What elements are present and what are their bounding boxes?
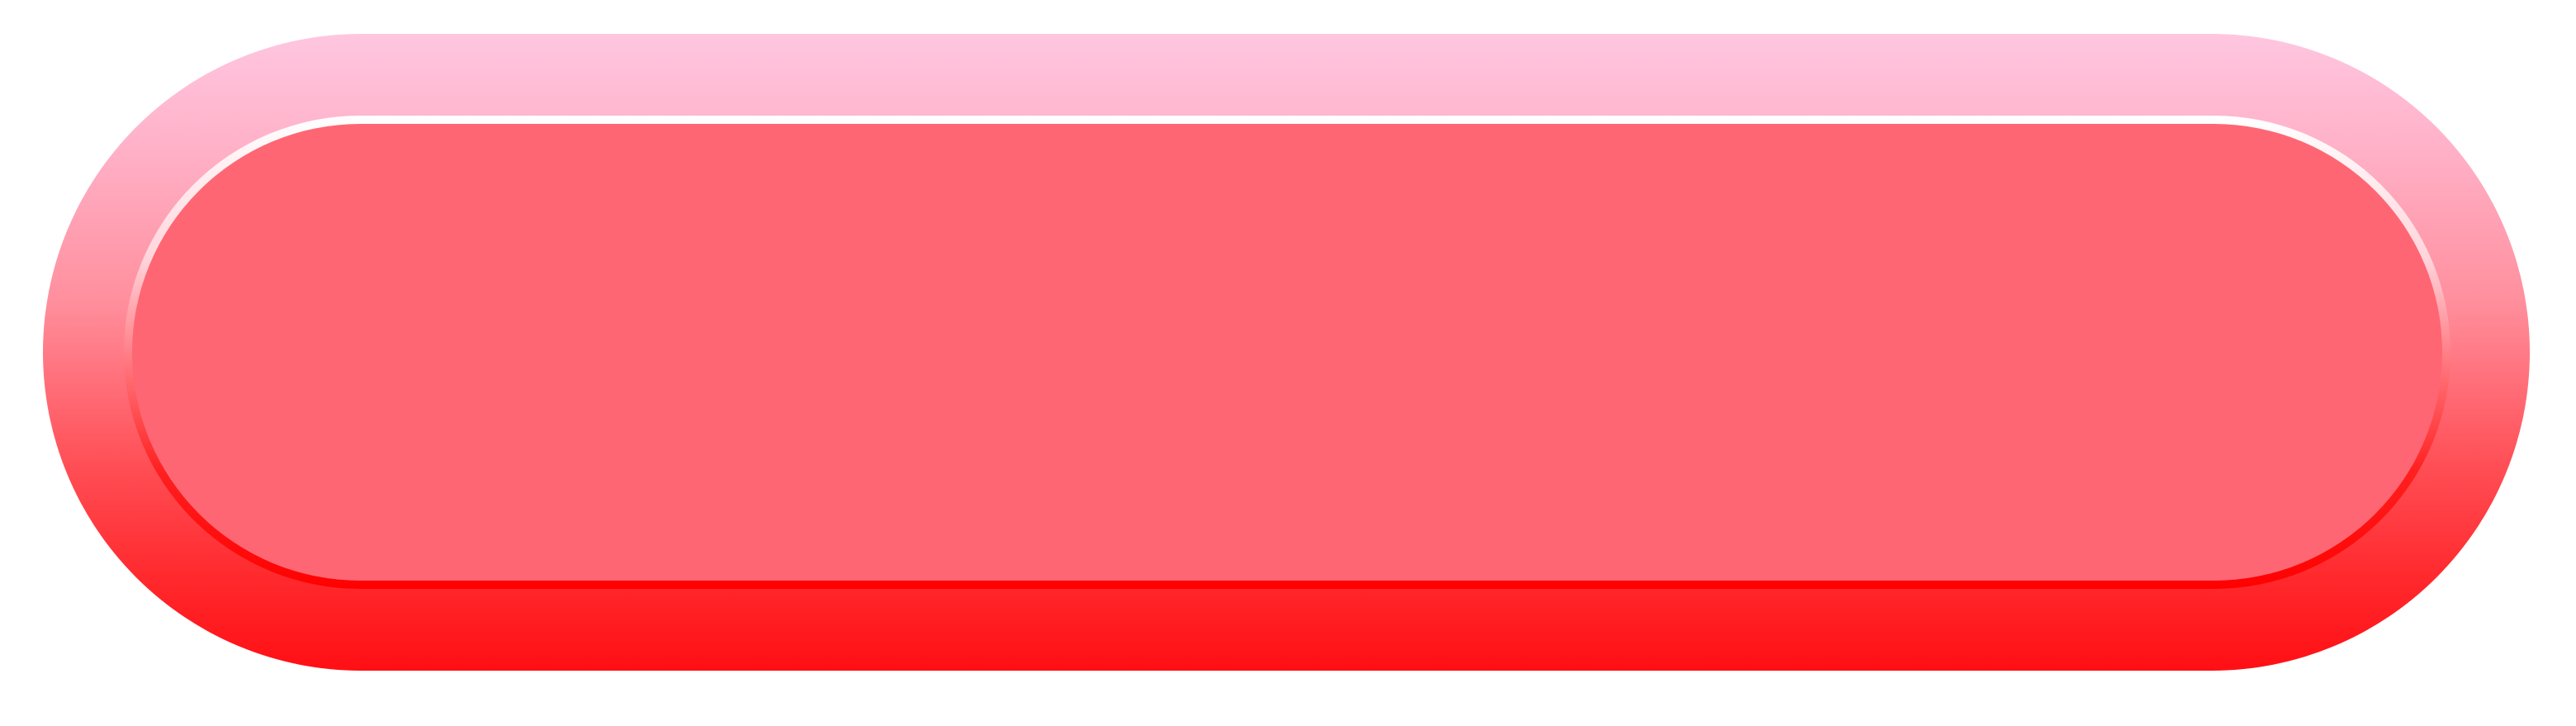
button-face[interactable] bbox=[132, 124, 2442, 581]
